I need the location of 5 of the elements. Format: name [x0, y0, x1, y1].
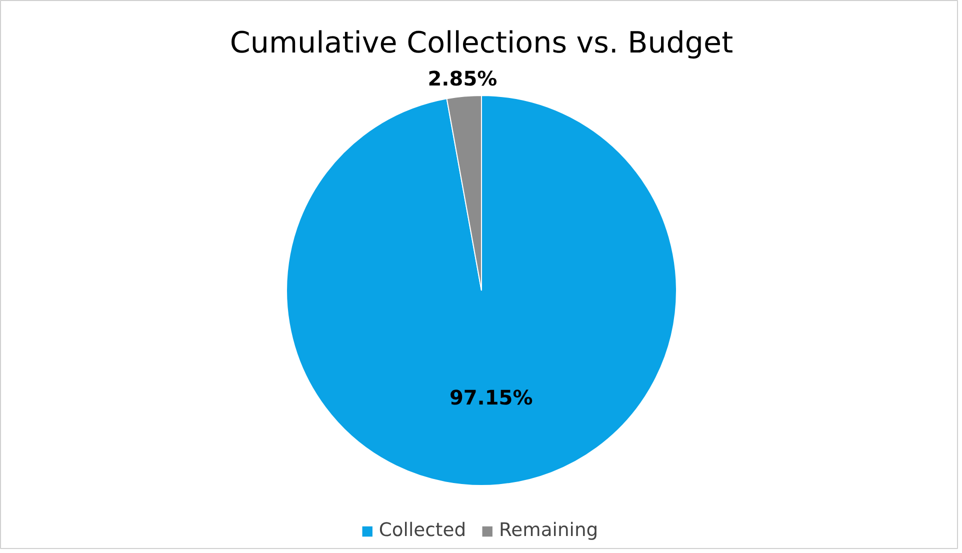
legend-label: Collected: [378, 520, 466, 541]
data-label: 2.85%: [428, 66, 498, 90]
data-label: 97.15%: [449, 385, 533, 410]
chart-title: Cumulative Collections vs. Budget: [230, 26, 734, 60]
legend-label: Remaining: [499, 520, 598, 541]
